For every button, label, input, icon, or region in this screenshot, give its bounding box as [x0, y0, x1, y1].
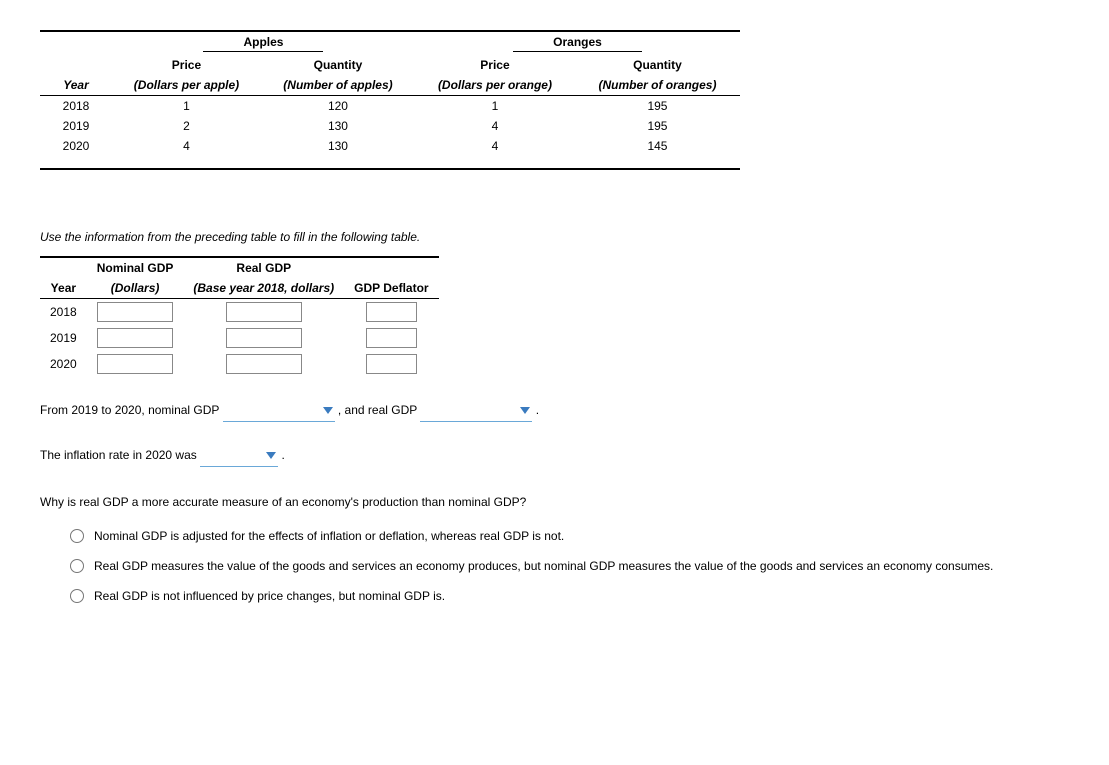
table-row: 2020	[40, 351, 439, 377]
cell-value: 130	[261, 136, 415, 156]
gdp-fillin-table: Nominal GDP Real GDP Year (Dollars) (Bas…	[40, 256, 439, 377]
option-label: Nominal GDP is adjusted for the effects …	[94, 527, 564, 545]
group-header-apples: Apples	[203, 35, 323, 52]
unit-nominal: (Dollars)	[87, 278, 184, 299]
table-row: 2018	[40, 299, 439, 326]
cell-value: 2	[112, 116, 261, 136]
cell-value: 1	[415, 96, 575, 117]
input-nominal-2020[interactable]	[97, 354, 173, 374]
text-fragment: The inflation rate in 2020 was	[40, 448, 200, 462]
table-row: 2019	[40, 325, 439, 351]
subhead-orange-price: Price	[415, 55, 575, 75]
production-data-table: Apples Oranges Price Quantity Price Quan…	[40, 30, 740, 170]
col-deflator: GDP Deflator	[344, 278, 438, 299]
question-text: Why is real GDP a more accurate measure …	[40, 495, 1069, 509]
cell-value: 145	[575, 136, 740, 156]
input-deflator-2018[interactable]	[366, 302, 417, 322]
cell-year: 2018	[40, 96, 112, 117]
table-row: 2019 2 130 4 195	[40, 116, 740, 136]
unit-year: Year	[40, 75, 112, 96]
option-row[interactable]: Real GDP measures the value of the goods…	[70, 557, 1069, 575]
input-nominal-2019[interactable]	[97, 328, 173, 348]
chevron-down-icon	[520, 407, 530, 415]
answer-options: Nominal GDP is adjusted for the effects …	[70, 527, 1069, 605]
cell-value: 4	[415, 136, 575, 156]
table-row: 2020 4 130 4 145	[40, 136, 740, 156]
text-fragment: , and real GDP	[338, 403, 421, 417]
col-real: Real GDP	[183, 257, 344, 278]
col-nominal: Nominal GDP	[87, 257, 184, 278]
input-deflator-2020[interactable]	[366, 354, 417, 374]
instruction-text: Use the information from the preceding t…	[40, 230, 1069, 244]
dropdown-real-direction[interactable]	[420, 401, 532, 422]
cell-year: 2019	[40, 325, 87, 351]
cell-value: 4	[415, 116, 575, 136]
input-real-2020[interactable]	[226, 354, 302, 374]
cell-value: 130	[261, 116, 415, 136]
option-label: Real GDP is not influenced by price chan…	[94, 587, 445, 605]
unit-orange-price: (Dollars per orange)	[415, 75, 575, 96]
input-real-2018[interactable]	[226, 302, 302, 322]
cell-value: 120	[261, 96, 415, 117]
unit-orange-qty: (Number of oranges)	[575, 75, 740, 96]
chevron-down-icon	[323, 407, 333, 415]
dropdown-inflation-rate[interactable]	[200, 446, 278, 467]
radio-icon[interactable]	[70, 559, 84, 573]
group-header-oranges: Oranges	[513, 35, 642, 52]
subhead-apple-qty: Quantity	[261, 55, 415, 75]
cell-value: 195	[575, 96, 740, 117]
cell-value: 1	[112, 96, 261, 117]
cell-value: 4	[112, 136, 261, 156]
radio-icon[interactable]	[70, 589, 84, 603]
option-label: Real GDP measures the value of the goods…	[94, 557, 993, 575]
option-row[interactable]: Real GDP is not influenced by price chan…	[70, 587, 1069, 605]
input-nominal-2018[interactable]	[97, 302, 173, 322]
unit-year2: Year	[40, 278, 87, 299]
cell-value: 195	[575, 116, 740, 136]
dropdown-nominal-direction[interactable]	[223, 401, 335, 422]
cell-year: 2020	[40, 136, 112, 156]
text-fragment: .	[536, 403, 539, 417]
sentence-nominal-real: From 2019 to 2020, nominal GDP , and rea…	[40, 401, 1069, 422]
radio-icon[interactable]	[70, 529, 84, 543]
subhead-apple-price: Price	[112, 55, 261, 75]
unit-apple-price: (Dollars per apple)	[112, 75, 261, 96]
subhead-orange-qty: Quantity	[575, 55, 740, 75]
unit-apple-qty: (Number of apples)	[261, 75, 415, 96]
table-row: 2018 1 120 1 195	[40, 96, 740, 117]
sentence-inflation: The inflation rate in 2020 was .	[40, 446, 1069, 467]
chevron-down-icon	[266, 452, 276, 460]
cell-year: 2018	[40, 299, 87, 326]
option-row[interactable]: Nominal GDP is adjusted for the effects …	[70, 527, 1069, 545]
input-real-2019[interactable]	[226, 328, 302, 348]
text-fragment: .	[281, 448, 284, 462]
text-fragment: From 2019 to 2020, nominal GDP	[40, 403, 223, 417]
input-deflator-2019[interactable]	[366, 328, 417, 348]
unit-real: (Base year 2018, dollars)	[183, 278, 344, 299]
cell-year: 2020	[40, 351, 87, 377]
cell-year: 2019	[40, 116, 112, 136]
